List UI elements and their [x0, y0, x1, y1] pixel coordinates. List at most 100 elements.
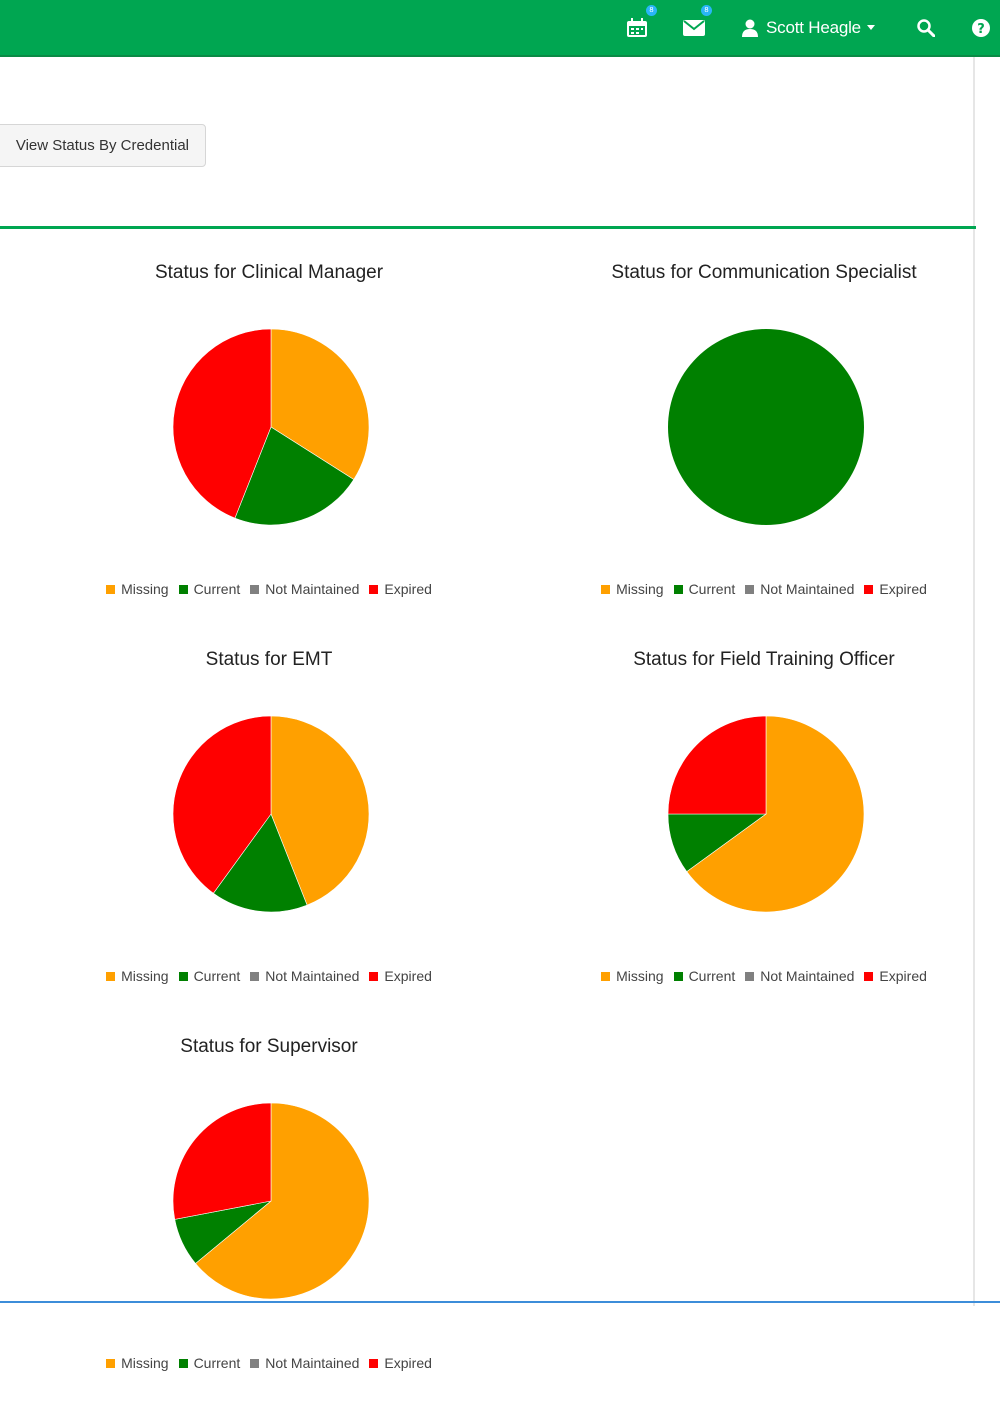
chevron-down-icon [866, 25, 875, 30]
legend-item-current[interactable]: Current [673, 581, 736, 597]
pie-chart [172, 328, 370, 526]
legend-swatch [250, 971, 260, 981]
legend-swatch [106, 584, 116, 594]
chart-title: Status for Clinical Manager [154, 262, 384, 283]
legend-item-not-maintained[interactable]: Not Maintained [745, 581, 854, 597]
pie-slice-expired[interactable] [172, 1102, 272, 1220]
legend-label: Not Maintained [265, 1355, 360, 1371]
pie-slice-missing[interactable] [686, 715, 865, 913]
legend-swatch [601, 971, 611, 981]
chart-title: Status for EMT [205, 649, 333, 670]
legend-item-current[interactable]: Current [673, 968, 736, 984]
legend-item-missing[interactable]: Missing [106, 968, 169, 984]
chart-panel-communication-specialist: Status for Communication Specialist Missi… [519, 262, 1000, 642]
chart-panel-clinical-manager: Status for Clinical Manager Missing Curren… [24, 262, 514, 642]
legend-swatch [369, 971, 379, 981]
help-icon: ? [972, 18, 990, 37]
legend-item-not-maintained[interactable]: Not Maintained [250, 968, 359, 984]
pie-slice-current[interactable] [668, 329, 864, 525]
pie-slice-expired[interactable] [172, 328, 272, 519]
legend-label: Current [688, 581, 736, 597]
legend-item-current[interactable]: Current [178, 968, 241, 984]
legend-swatch [673, 584, 683, 594]
user-name: Scott Heagle [766, 17, 861, 37]
pie-chart [668, 329, 864, 525]
legend-swatch [250, 584, 260, 594]
content-border [973, 57, 975, 1306]
mail-badge: 8 [701, 5, 712, 16]
legend-item-expired[interactable]: Expired [369, 581, 432, 597]
legend-label: Not Maintained [265, 968, 360, 984]
user-menu[interactable]: Scott Heagle [742, 0, 875, 55]
chart-title: Status for Field Training Officer [633, 649, 895, 670]
legend-label: Current [688, 968, 736, 984]
calendar-button[interactable]: 8 [626, 0, 657, 55]
legend-swatch [745, 584, 755, 594]
legend-swatch [601, 584, 611, 594]
legend-item-expired[interactable]: Expired [369, 968, 432, 984]
pie-slice-missing[interactable] [195, 1102, 370, 1300]
legend-label: Missing [121, 1355, 169, 1371]
chart-legend: Missing Current Not Maintained Expired [24, 581, 514, 597]
legend-swatch [673, 971, 683, 981]
legend-label: Missing [121, 968, 169, 984]
user-icon [742, 19, 758, 37]
legend-item-missing[interactable]: Missing [601, 581, 664, 597]
legend-label: Not Maintained [265, 581, 360, 597]
legend-swatch [369, 1358, 379, 1368]
legend-item-expired[interactable]: Expired [864, 968, 927, 984]
legend-item-not-maintained[interactable]: Not Maintained [745, 968, 854, 984]
messages-button[interactable]: 8 [683, 0, 712, 55]
chart-panel-supervisor: Status for Supervisor Missing Current Not M… [24, 1036, 514, 1416]
svg-text:?: ? [977, 22, 985, 37]
legend-label: Not Maintained [760, 581, 855, 597]
pie-chart [172, 715, 370, 913]
legend-item-missing[interactable]: Missing [106, 1355, 169, 1371]
legend-swatch [178, 1358, 188, 1368]
legend-label: Current [193, 1355, 241, 1371]
legend-swatch [106, 971, 116, 981]
pie-slice-expired[interactable] [667, 715, 767, 815]
legend-item-not-maintained[interactable]: Not Maintained [250, 581, 359, 597]
chart-panel-field-training-officer: Status for Field Training Officer Missing… [519, 649, 1000, 1029]
legend-label: Missing [616, 968, 664, 984]
mail-icon [683, 19, 705, 36]
legend-swatch [369, 584, 379, 594]
legend-label: Current [193, 968, 241, 984]
chart-legend: Missing Current Not Maintained Expired [519, 968, 1000, 984]
legend-swatch [864, 584, 874, 594]
legend-swatch [250, 1358, 260, 1368]
legend-swatch [745, 971, 755, 981]
legend-item-current[interactable]: Current [178, 581, 241, 597]
legend-item-not-maintained[interactable]: Not Maintained [250, 1355, 359, 1371]
legend-label: Expired [384, 968, 432, 984]
legend-label: Expired [879, 581, 927, 597]
legend-item-expired[interactable]: Expired [369, 1355, 432, 1371]
view-status-by-credential-button[interactable]: View Status By Credential [0, 124, 206, 167]
legend-label: Missing [121, 581, 169, 597]
legend-swatch [864, 971, 874, 981]
pie-slice-current[interactable] [212, 813, 308, 913]
help-button[interactable]: ? [972, 0, 990, 55]
section-divider [0, 226, 976, 229]
pie-slice-expired[interactable] [172, 715, 272, 894]
chart-panel-emt: Status for EMT Missing Current Not Maintain… [24, 649, 514, 1029]
legend-label: Not Maintained [760, 968, 855, 984]
pie-slice-missing[interactable] [270, 715, 370, 906]
legend-label: Expired [384, 581, 432, 597]
pie-slice-current[interactable] [234, 426, 355, 526]
bottom-scroll-edge [0, 1301, 1000, 1303]
legend-label: Expired [384, 1355, 432, 1371]
chart-legend: Missing Current Not Maintained Expired [24, 1355, 514, 1371]
legend-label: Current [193, 581, 241, 597]
pie-slice-missing[interactable] [270, 328, 370, 480]
pie-chart [172, 1102, 370, 1300]
legend-item-current[interactable]: Current [178, 1355, 241, 1371]
legend-item-missing[interactable]: Missing [106, 581, 169, 597]
legend-item-missing[interactable]: Missing [601, 968, 664, 984]
legend-label: Expired [879, 968, 927, 984]
search-button[interactable] [917, 0, 935, 55]
pie-chart [667, 715, 865, 913]
legend-item-expired[interactable]: Expired [864, 581, 927, 597]
calendar-icon [626, 17, 648, 38]
